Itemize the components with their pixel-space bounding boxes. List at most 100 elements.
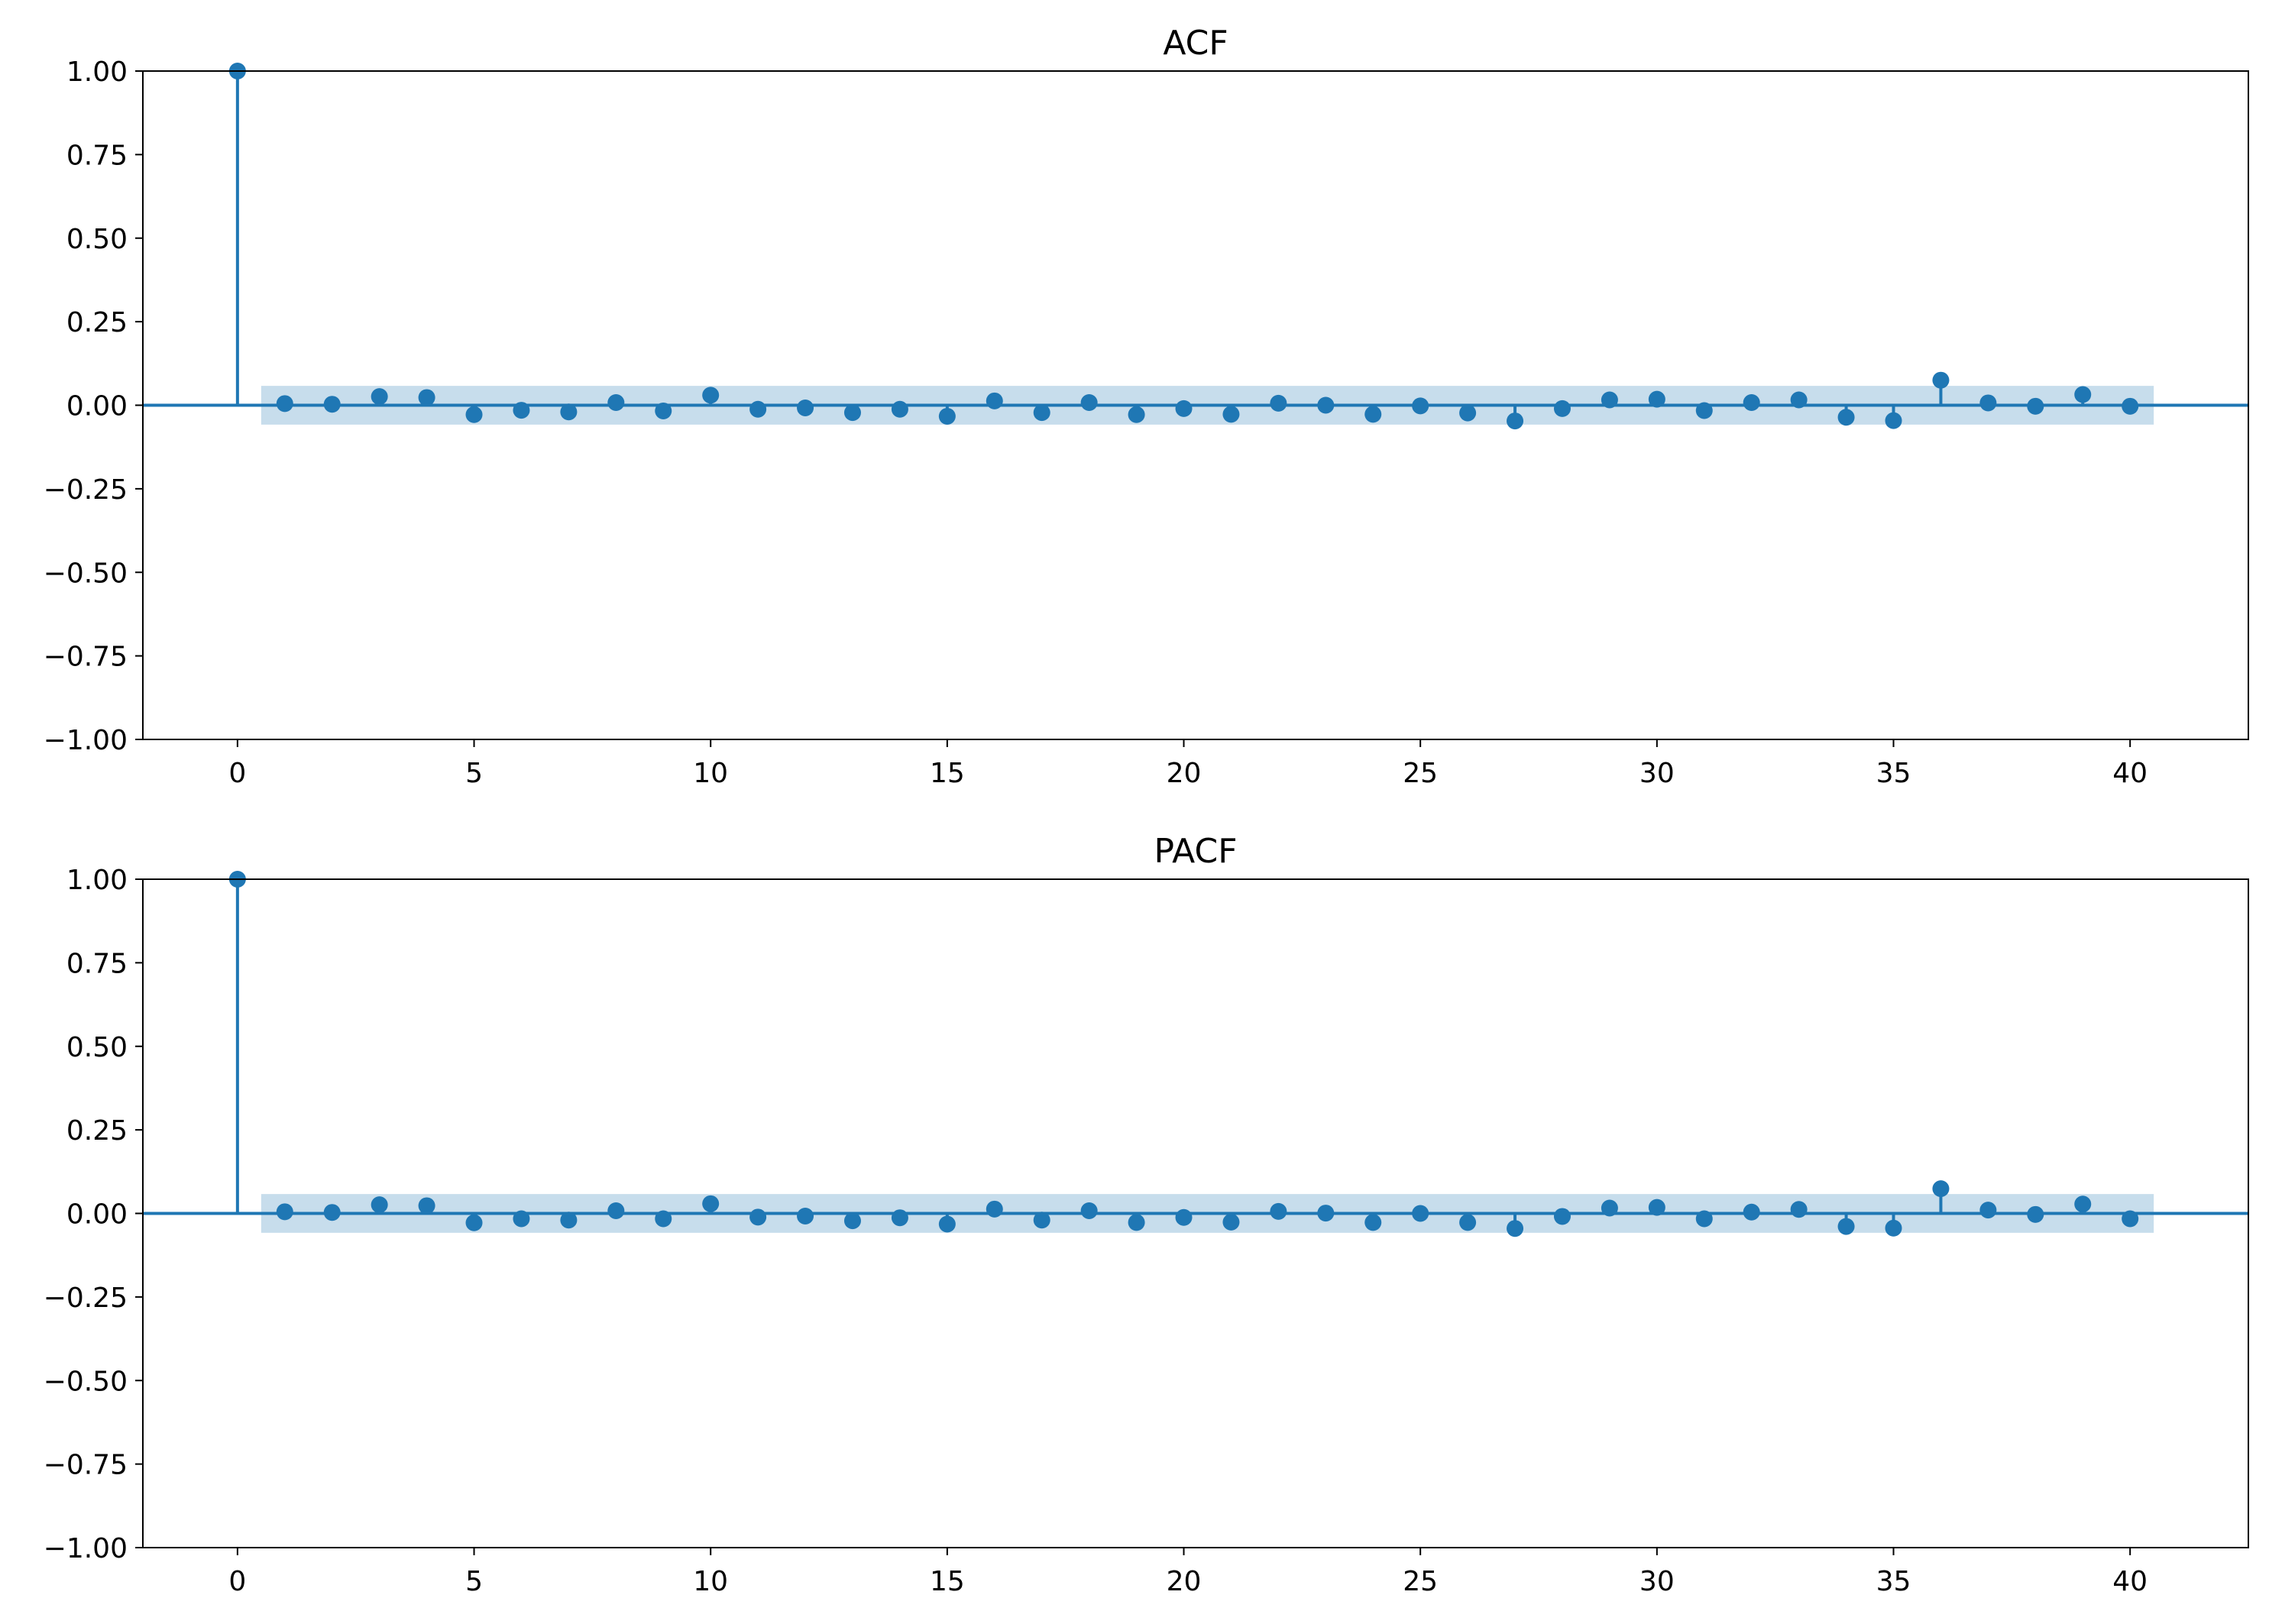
pacf-point (1837, 1218, 1855, 1235)
acf-x-tick-label: 40 (2112, 758, 2148, 789)
acf-point (1128, 406, 1145, 423)
acf-y-tick-label: −0.75 (44, 642, 128, 673)
acf-point (371, 388, 388, 406)
pacf-point (702, 1195, 720, 1212)
acf-point (1175, 400, 1193, 417)
pacf-point (1932, 1180, 1950, 1198)
acf-point (607, 394, 625, 411)
pacf-panel: 0 5 10 15 20 25 30 35 40 1.00 0.75 0.50 0.25 0.00 −0.2… (44, 832, 2249, 1597)
pacf-point (986, 1200, 1003, 1218)
acf-point (513, 402, 530, 419)
acf-y-tick-label: −0.25 (44, 474, 128, 506)
pacf-point (1601, 1199, 1618, 1217)
acf-point (1364, 406, 1382, 423)
pacf-point (1695, 1210, 1713, 1228)
acf-point (797, 400, 814, 416)
pacf-point (1317, 1205, 1335, 1222)
pacf-x-tick-label: 35 (1876, 1566, 1911, 1597)
acf-point (2027, 397, 2044, 415)
acf-y-tick-label: −0.50 (44, 558, 128, 589)
acf-point (749, 400, 767, 418)
acf-point (843, 404, 861, 422)
acf-point (1222, 406, 1240, 423)
pacf-y-tick-label: 0.00 (66, 1199, 128, 1231)
pacf-point (1270, 1202, 1287, 1220)
pacf-point (1553, 1208, 1571, 1225)
acf-point (938, 407, 956, 425)
acf-point (1080, 394, 1098, 411)
acf-point (1979, 394, 1997, 412)
pacf-y-tick-label: 1.00 (66, 865, 128, 896)
acf-y-tick-label: 0.50 (66, 224, 128, 255)
acf-point (2122, 397, 2139, 415)
pacf-point (560, 1212, 578, 1229)
acf-point (276, 395, 293, 412)
pacf-y-tick-label: −0.25 (44, 1283, 128, 1314)
pacf-point (323, 1204, 341, 1221)
pacf-point (1459, 1214, 1477, 1231)
acf-x-tick-label: 10 (693, 758, 728, 789)
acf-x-tick-label: 20 (1167, 758, 1202, 789)
acf-point (655, 402, 672, 419)
pacf-point (749, 1208, 767, 1226)
pacf-y-tick-label: −0.75 (44, 1450, 128, 1481)
pacf-x-tick-label: 20 (1167, 1566, 1202, 1597)
pacf-point (1790, 1201, 1808, 1218)
pacf-point (1979, 1202, 1997, 1219)
pacf-point (1743, 1203, 1760, 1221)
acf-point (1601, 391, 1618, 409)
acf-y-tick-label: 0.25 (66, 307, 128, 338)
acf-point (1743, 394, 1760, 411)
pacf-point (797, 1208, 814, 1224)
pacf-point (1080, 1202, 1098, 1219)
pacf-point (655, 1210, 672, 1228)
acf-y-tick-label: 1.00 (66, 57, 128, 88)
pacf-point (1222, 1213, 1240, 1231)
pacf-point (1175, 1208, 1193, 1226)
pacf-point (465, 1214, 483, 1231)
pacf-point (1033, 1212, 1050, 1229)
acf-point (1932, 371, 1950, 389)
acf-y-tick-label: −1.00 (44, 725, 128, 756)
pacf-point (2074, 1195, 2092, 1213)
acf-x-tick-label: 35 (1876, 758, 1911, 789)
pacf-point (418, 1197, 435, 1215)
pacf-point (938, 1215, 956, 1233)
acf-y-tick-label: 0.75 (66, 140, 128, 171)
acf-point (1507, 412, 1524, 430)
acf-point (1459, 404, 1477, 422)
acf-point (1837, 409, 1855, 426)
pacf-y-tick-label: −0.50 (44, 1366, 128, 1397)
pacf-point (607, 1202, 625, 1219)
pacf-x-tick-label: 0 (228, 1566, 246, 1597)
acf-point (1553, 400, 1571, 417)
pacf-point (2027, 1205, 2044, 1223)
acf-y-tick-label: 0.00 (66, 391, 128, 422)
pacf-point (843, 1212, 861, 1230)
pacf-x-tick-label: 30 (1639, 1566, 1675, 1597)
pacf-point (371, 1196, 388, 1214)
pacf-y-tick-label: 0.25 (66, 1115, 128, 1147)
pacf-point (1364, 1214, 1382, 1231)
pacf-y-tick-label: 0.50 (66, 1032, 128, 1063)
pacf-x-tick-label: 25 (1403, 1566, 1438, 1597)
acf-point (2074, 386, 2092, 403)
acf-point (1033, 404, 1050, 422)
acf-point (1695, 402, 1713, 419)
acf-title: ACF (1163, 24, 1228, 63)
pacf-point (1648, 1199, 1665, 1216)
acf-point (560, 403, 578, 421)
acf-x-tick-label: 5 (465, 758, 483, 789)
acf-x-tick-label: 30 (1639, 758, 1675, 789)
acf-point (1648, 390, 1665, 408)
pacf-point (2122, 1210, 2139, 1228)
pacf-title: PACF (1154, 832, 1237, 871)
pacf-x-tick-label: 5 (465, 1566, 483, 1597)
acf-point (1317, 396, 1335, 414)
acf-point (1270, 394, 1287, 412)
pacf-point (513, 1210, 530, 1228)
acf-panel: 0 5 10 15 20 25 30 35 40 1.00 0.75 0.50 0.25 0.00 −0.2… (44, 24, 2249, 789)
pacf-x-tick-label: 15 (930, 1566, 965, 1597)
pacf-x-tick-label: 10 (693, 1566, 728, 1597)
